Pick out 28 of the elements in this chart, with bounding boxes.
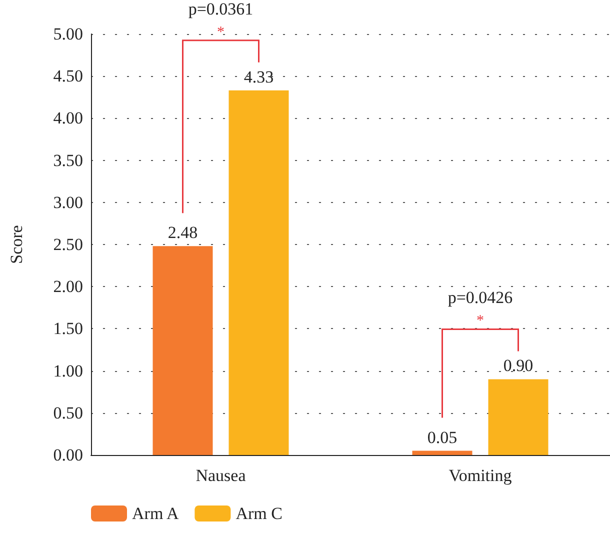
y-tick-label: 1.00 — [53, 361, 83, 380]
data-label: 4.33 — [244, 67, 274, 86]
bar — [412, 450, 472, 455]
y-tick-label: 4.50 — [53, 66, 83, 86]
data-label: 0.90 — [503, 356, 534, 376]
bar — [228, 90, 289, 455]
bar — [152, 246, 213, 455]
y-tick-label: 0.50 — [53, 403, 83, 422]
y-tick-label: 4.00 — [53, 108, 83, 128]
legend-label: Arm C — [236, 504, 282, 523]
y-tick-label: 0.00 — [53, 446, 83, 464]
x-tick-label: Vomiting — [448, 466, 512, 485]
bar — [488, 379, 548, 455]
data-label: 2.48 — [168, 223, 198, 242]
y-tick-label: 2.00 — [53, 277, 83, 296]
y-tick-label: 2.50 — [53, 235, 83, 254]
y-tick-label: 3.50 — [53, 150, 83, 170]
x-tick-label: Nausea — [196, 466, 246, 485]
text: p=0.0361 — [188, 0, 254, 18]
annotation: p=0.0426 — [448, 288, 513, 308]
annotation: * — [217, 24, 224, 40]
data-label: 0.05 — [427, 428, 458, 447]
legend-label: Arm A — [132, 504, 180, 523]
y-tick-label: 5.00 — [53, 24, 83, 44]
y-tick-label: 1.50 — [53, 319, 83, 338]
y-tick-label: 3.00 — [53, 192, 83, 212]
y-axis-title: Score — [7, 225, 26, 264]
annotation: * — [476, 313, 484, 330]
